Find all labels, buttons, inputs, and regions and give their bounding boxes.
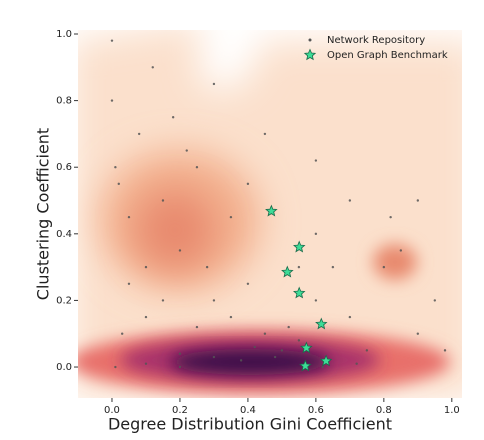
repo-point (399, 249, 403, 252)
x-tick-label: 0.8 (376, 405, 392, 416)
ogb-point (293, 286, 306, 299)
ogb-point (299, 359, 312, 372)
repo-point (161, 199, 165, 202)
repo-point (355, 362, 358, 365)
repo-point (178, 365, 182, 369)
repo-point (195, 166, 199, 169)
repo-point (416, 332, 420, 335)
repo-point (178, 352, 182, 355)
legend-label: Network Repository (327, 35, 425, 46)
repo-point (110, 39, 114, 42)
repo-point (246, 182, 250, 186)
repo-point (382, 265, 386, 269)
repo-point (110, 99, 114, 102)
repo-point (171, 116, 175, 119)
repo-point (297, 339, 301, 342)
ogb-point (319, 354, 333, 367)
repo-point (365, 349, 369, 352)
repo-point (120, 332, 124, 335)
repo-point (280, 349, 284, 352)
y-tick-label: 0.2 (56, 295, 72, 306)
y-tick-label: 0.0 (56, 362, 72, 373)
ogb-point (300, 341, 313, 354)
repo-point (212, 299, 216, 302)
y-tick-label: 0.6 (56, 162, 72, 173)
repo-point (127, 282, 131, 285)
y-tick-label: 0.4 (56, 229, 72, 240)
repo-point (205, 265, 209, 269)
repo-point (229, 315, 233, 319)
repo-point (185, 149, 188, 152)
repo-point (137, 132, 141, 136)
ogb-point (293, 240, 306, 253)
y-tick-label: 1.0 (56, 29, 72, 40)
repo-point (239, 359, 243, 362)
legend-marker (303, 48, 317, 61)
repo-point (144, 265, 148, 269)
repo-point (161, 299, 165, 302)
repo-point (321, 365, 324, 369)
ogb-point (265, 204, 278, 217)
ogb-point (281, 265, 294, 278)
x-tick-label: 0.4 (240, 405, 256, 416)
repo-point (212, 355, 216, 359)
repo-point (144, 362, 148, 365)
ogb-point (315, 317, 328, 330)
repo-point (253, 345, 256, 349)
repo-point (114, 166, 117, 169)
repo-point (416, 199, 420, 202)
repo-point (331, 265, 335, 269)
repo-point (114, 365, 117, 369)
repo-point (212, 82, 216, 86)
repo-point (273, 355, 277, 359)
repo-point (263, 332, 267, 335)
x-tick-label: 0.6 (308, 405, 324, 416)
repo-point (178, 249, 182, 252)
repo-point (433, 299, 437, 302)
repo-point (389, 215, 392, 219)
legend-label: Open Graph Benchmark (327, 50, 448, 61)
legend-marker (308, 38, 312, 42)
repo-point (229, 215, 233, 219)
y-axis-label: Clustering Coefficient (34, 128, 53, 300)
repo-point (297, 265, 301, 269)
repo-point (314, 232, 318, 236)
repo-point (117, 182, 120, 186)
x-tick-label: 0.2 (172, 405, 188, 416)
repo-point (263, 132, 267, 136)
x-axis-label: Degree Distribution Gini Coefficient (108, 415, 392, 434)
repo-point (314, 299, 318, 302)
x-tick-label: 1.0 (444, 405, 460, 416)
repo-point (151, 66, 154, 69)
repo-point (195, 325, 199, 329)
repo-point (144, 315, 148, 319)
repo-point (246, 282, 250, 285)
repo-point (287, 325, 290, 329)
y-tick-label: 0.8 (56, 96, 72, 107)
repo-point (443, 349, 447, 352)
repo-point (314, 159, 318, 162)
x-tick-label: 0.0 (104, 405, 120, 416)
repo-point (348, 199, 352, 202)
repo-point (127, 215, 131, 219)
repo-point (348, 315, 352, 319)
